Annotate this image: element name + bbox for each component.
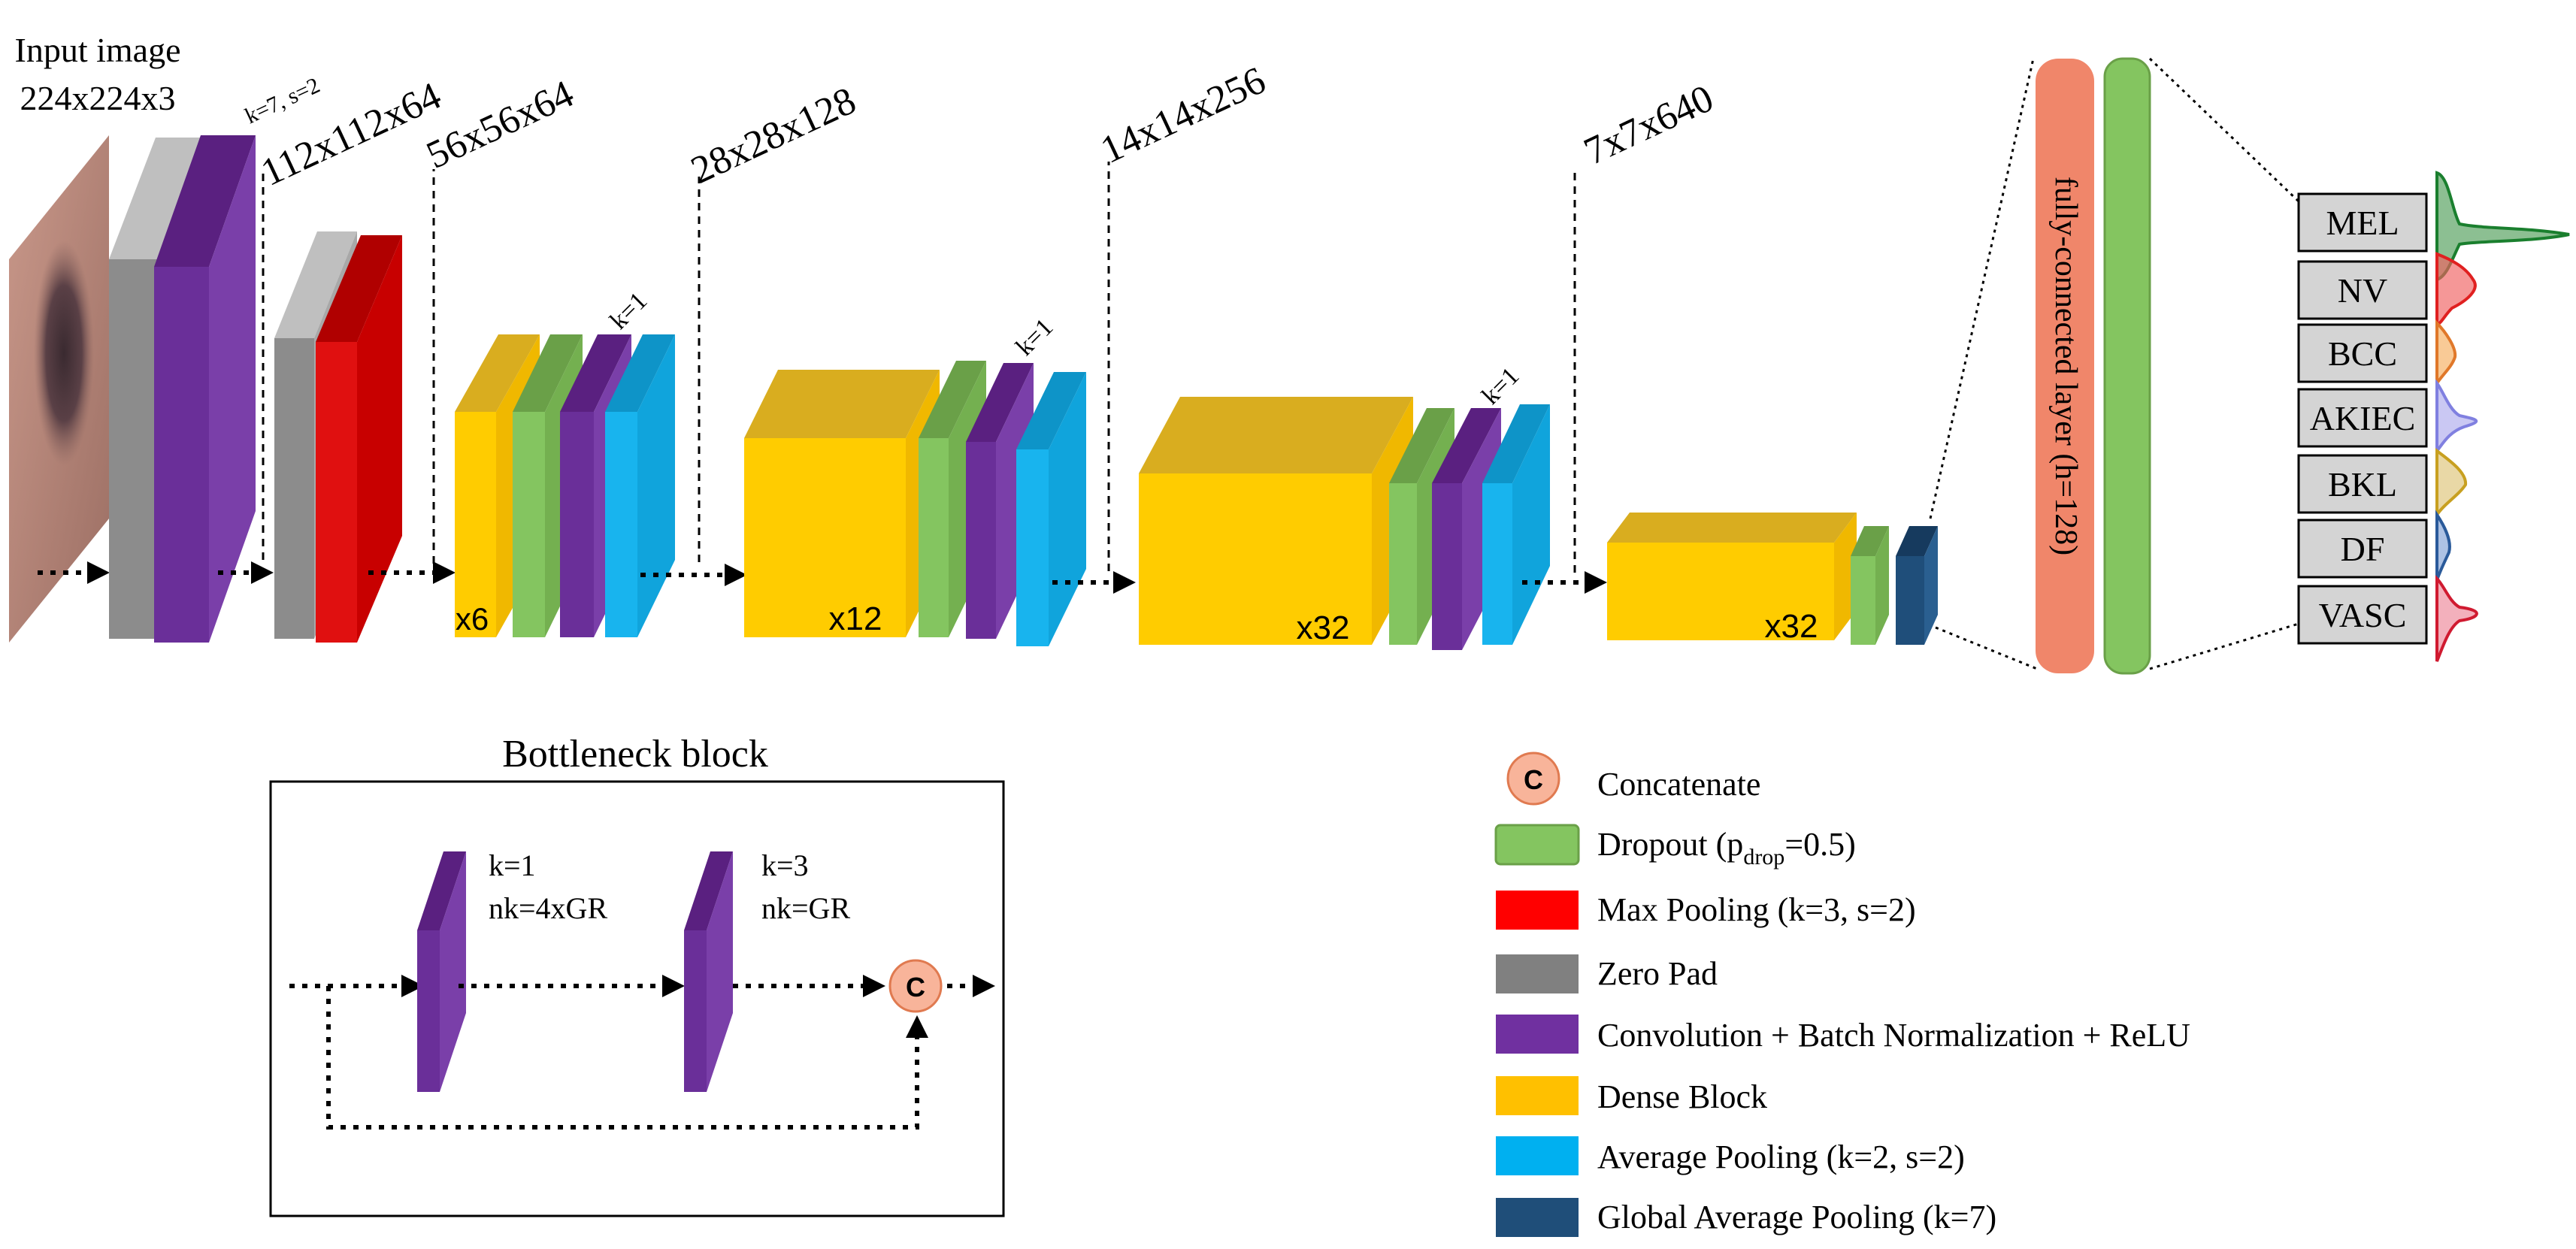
stage3-repeat: x6: [456, 601, 489, 637]
zoom-line: [2149, 622, 2299, 670]
legend-gap-swatch: [1496, 1198, 1579, 1237]
class-box-akiec: [2297, 388, 2428, 448]
dense-block: [1607, 513, 1857, 640]
legend-conv: Convolution + Batch Normalization + ReLU: [1597, 1017, 2190, 1054]
dense-block: [1139, 397, 1413, 645]
legend-dropout-swatch: [1494, 824, 1580, 866]
mel-curve: [2435, 171, 2570, 282]
legend-max-pool-swatch: [1496, 891, 1579, 930]
legend-dense-swatch: [1496, 1076, 1579, 1115]
class-box-bcc: [2297, 323, 2428, 383]
class-list: MEL NV BCC AKIEC BKL DF VASC: [2297, 192, 2428, 645]
bottleneck-concat-node: [888, 959, 943, 1013]
nv-curve: [2435, 252, 2477, 327]
vasc-curve: [2435, 575, 2478, 662]
dropout-bar: [2103, 57, 2151, 675]
legend-dense: Dense Block: [1597, 1078, 1767, 1115]
input-image-dims: 224x224x3: [20, 79, 176, 117]
stage5-repeat: x32: [1297, 609, 1350, 646]
zoom-line: [1935, 626, 2038, 670]
stage4-kernel: k=1: [1010, 313, 1058, 361]
class-label: MEL: [2326, 204, 2399, 242]
stage3-dim: 28x28x128: [685, 79, 862, 192]
avg-pooling-layer: [605, 334, 675, 637]
legend-avg-pool-swatch: [1496, 1136, 1579, 1175]
stage1-kernel: k=7, s=2: [241, 73, 324, 129]
dropout-layer: [1851, 526, 1889, 645]
legend-concatenate: Concatenate: [1597, 766, 1760, 803]
bottleneck-conv1-k: k=1: [489, 848, 536, 882]
max-pooling-layer: [316, 235, 402, 643]
class-box-df: [2297, 519, 2428, 579]
legend-conv-swatch: [1496, 1015, 1579, 1054]
class-probability-curves: [2435, 171, 2570, 662]
class-label: DF: [2341, 530, 2385, 568]
legend-concat-swatch: [1506, 752, 1560, 806]
stage4-repeat: x12: [829, 600, 882, 637]
stage4-dim: 14x14x256: [1094, 59, 1272, 172]
stage2-dim: 56x56x64: [420, 72, 580, 177]
df-curve: [2435, 510, 2451, 581]
legend-zero-pad-swatch: [1496, 954, 1579, 993]
bcc-curve: [2435, 319, 2457, 389]
skip-connection: [326, 986, 928, 1130]
class-label: NV: [2338, 271, 2387, 310]
global-avg-pooling-layer: [1896, 526, 1938, 645]
fc-label: fully-connected layer (h=128): [2048, 177, 2083, 555]
class-box-vasc: [2297, 585, 2428, 645]
bottleneck-conv2: [684, 851, 733, 1092]
bottleneck-concat-symbol: C: [906, 972, 925, 1003]
stage6-repeat: x32: [1765, 608, 1818, 645]
class-box-mel: [2297, 192, 2428, 253]
class-label: AKIEC: [2310, 399, 2416, 437]
class-label: VASC: [2319, 596, 2407, 634]
bottleneck-conv1: [417, 851, 466, 1092]
bottleneck-box: [269, 780, 1005, 1217]
legend-max-pool: Max Pooling (k=3, s=2): [1597, 891, 1916, 928]
legend-zero-pad: Zero Pad: [1597, 955, 1718, 992]
avg-pooling-layer: [1482, 404, 1550, 645]
bottleneck-conv2-nk: nk=GR: [761, 891, 850, 925]
class-box-bkl: [2297, 454, 2428, 514]
zoom-line: [1929, 58, 2035, 519]
class-label: BKL: [2328, 465, 2397, 504]
stage3-kernel: k=1: [604, 287, 652, 335]
legend-concat-symbol: C: [1524, 764, 1543, 795]
legend-gap: Global Average Pooling (k=7): [1597, 1199, 1996, 1235]
stage5-dim: 7x7x640: [1578, 77, 1720, 174]
legend: C Concatenate Dropout (pdrop=0.5) Max Po…: [1494, 752, 2190, 1237]
bkl-curve: [2435, 447, 2468, 520]
fully-connected-layer: [2036, 59, 2094, 673]
class-box-nv: [2297, 260, 2428, 320]
input-image: [9, 135, 109, 643]
class-label: BCC: [2328, 334, 2397, 373]
bottleneck-title: Bottleneck block: [502, 733, 768, 776]
legend-avg-pool: Average Pooling (k=2, s=2): [1597, 1139, 1965, 1175]
akiec-curve: [2435, 379, 2478, 455]
legend-dropout: Dropout (pdrop=0.5): [1597, 826, 1856, 869]
bottleneck-conv2-k: k=3: [761, 848, 809, 882]
dense-block: [744, 370, 940, 637]
stage5-kernel: k=1: [1476, 362, 1524, 410]
bottleneck-conv1-nk: nk=4xGR: [489, 891, 607, 925]
conv-layer: [154, 135, 256, 643]
input-image-title: Input image: [15, 31, 181, 69]
zoom-line: [2148, 57, 2300, 203]
avg-pooling-layer: [1016, 372, 1086, 646]
